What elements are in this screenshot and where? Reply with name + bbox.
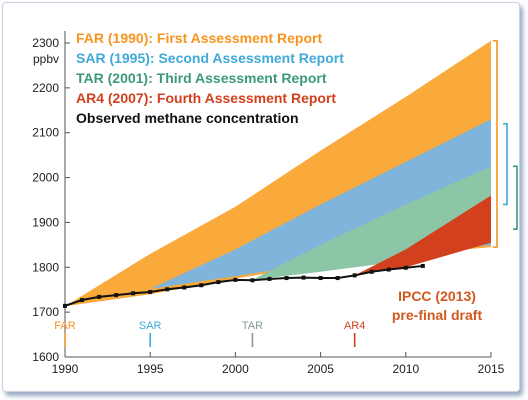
y-tick-label: 2200 <box>32 81 59 95</box>
report-marker-label: TAR <box>242 320 263 332</box>
observed-point <box>284 276 289 281</box>
projection-band-3 <box>354 195 491 276</box>
observed-point <box>352 273 357 278</box>
x-tick-label: 2000 <box>222 362 249 376</box>
observed-point <box>301 275 306 280</box>
annotation: IPCC (2013) pre-final draft <box>392 288 483 323</box>
y-tick-label: 1800 <box>32 260 59 274</box>
legend-entry: AR4 (2007): Fourth Assessment Report <box>76 90 336 106</box>
x-tick-label: 1990 <box>52 362 79 376</box>
y-tick-label: 2000 <box>32 171 59 185</box>
methane-projection-chart: 1600 1700 1800 1900 2000 2100 2200 2300 1990 1995… <box>32 30 518 376</box>
y-tick-label: 1600 <box>32 350 59 364</box>
observed-line <box>64 264 423 307</box>
observed-point <box>386 267 391 272</box>
legend-entry: FAR (1990): First Assessment Report <box>76 30 322 46</box>
observed-point <box>63 303 67 308</box>
observed-point <box>131 291 136 296</box>
observed-point <box>335 276 340 281</box>
range-bracket-sar <box>503 122 508 206</box>
axes: 1600 1700 1800 1900 2000 2100 2200 2300 1990 1995… <box>32 31 505 376</box>
report-marker-label: AR4 <box>344 320 365 332</box>
observed-point <box>97 294 102 299</box>
annotation-line: IPCC (2013) <box>398 288 476 304</box>
y-tick-label: 1700 <box>32 305 59 319</box>
chart-frame: 1600 1700 1800 1900 2000 2100 2200 2300 1990 1995… <box>2 2 520 392</box>
observed-series <box>63 263 425 308</box>
observed-point <box>216 280 221 285</box>
y-axis-unit: ppbv <box>33 52 59 66</box>
legend-entry: SAR (1995): Second Assessment Report <box>76 50 344 66</box>
legend: FAR (1990): First Assessment Report SAR (… <box>76 30 344 126</box>
observed-point <box>182 285 187 290</box>
observed-point <box>420 263 425 268</box>
observed-point <box>267 276 272 281</box>
observed-point <box>199 283 204 288</box>
x-tick-label: 2010 <box>392 362 419 376</box>
y-tick-label: 2300 <box>32 36 59 50</box>
observed-point <box>165 287 170 292</box>
observed-point <box>80 298 85 303</box>
y-tick-label: 2100 <box>32 126 59 140</box>
observed-point <box>148 289 153 294</box>
observed-point <box>318 276 323 281</box>
report-marker-label: SAR <box>139 320 162 332</box>
report-marker-label: FAR <box>54 320 75 332</box>
observed-point <box>114 293 119 298</box>
x-tick-label: 2015 <box>478 362 505 376</box>
observed-point <box>369 269 374 274</box>
observed-point <box>250 278 255 283</box>
y-tick-label: 1900 <box>32 215 59 229</box>
range-bracket-far <box>493 39 498 248</box>
legend-entry: Observed methane concentration <box>76 110 299 126</box>
x-tick-label: 2005 <box>307 362 334 376</box>
range-bars <box>493 39 518 248</box>
x-tick-label: 1995 <box>137 362 164 376</box>
observed-point <box>403 265 408 270</box>
projection-areas <box>65 40 491 307</box>
observed-point <box>233 277 238 282</box>
report-markers: FAR SAR TAR AR4 <box>54 320 365 347</box>
range-bracket-tar <box>513 165 518 230</box>
legend-entry: TAR (2001): Third Assessment Report <box>76 70 327 86</box>
annotation-line: pre-final draft <box>392 307 483 323</box>
